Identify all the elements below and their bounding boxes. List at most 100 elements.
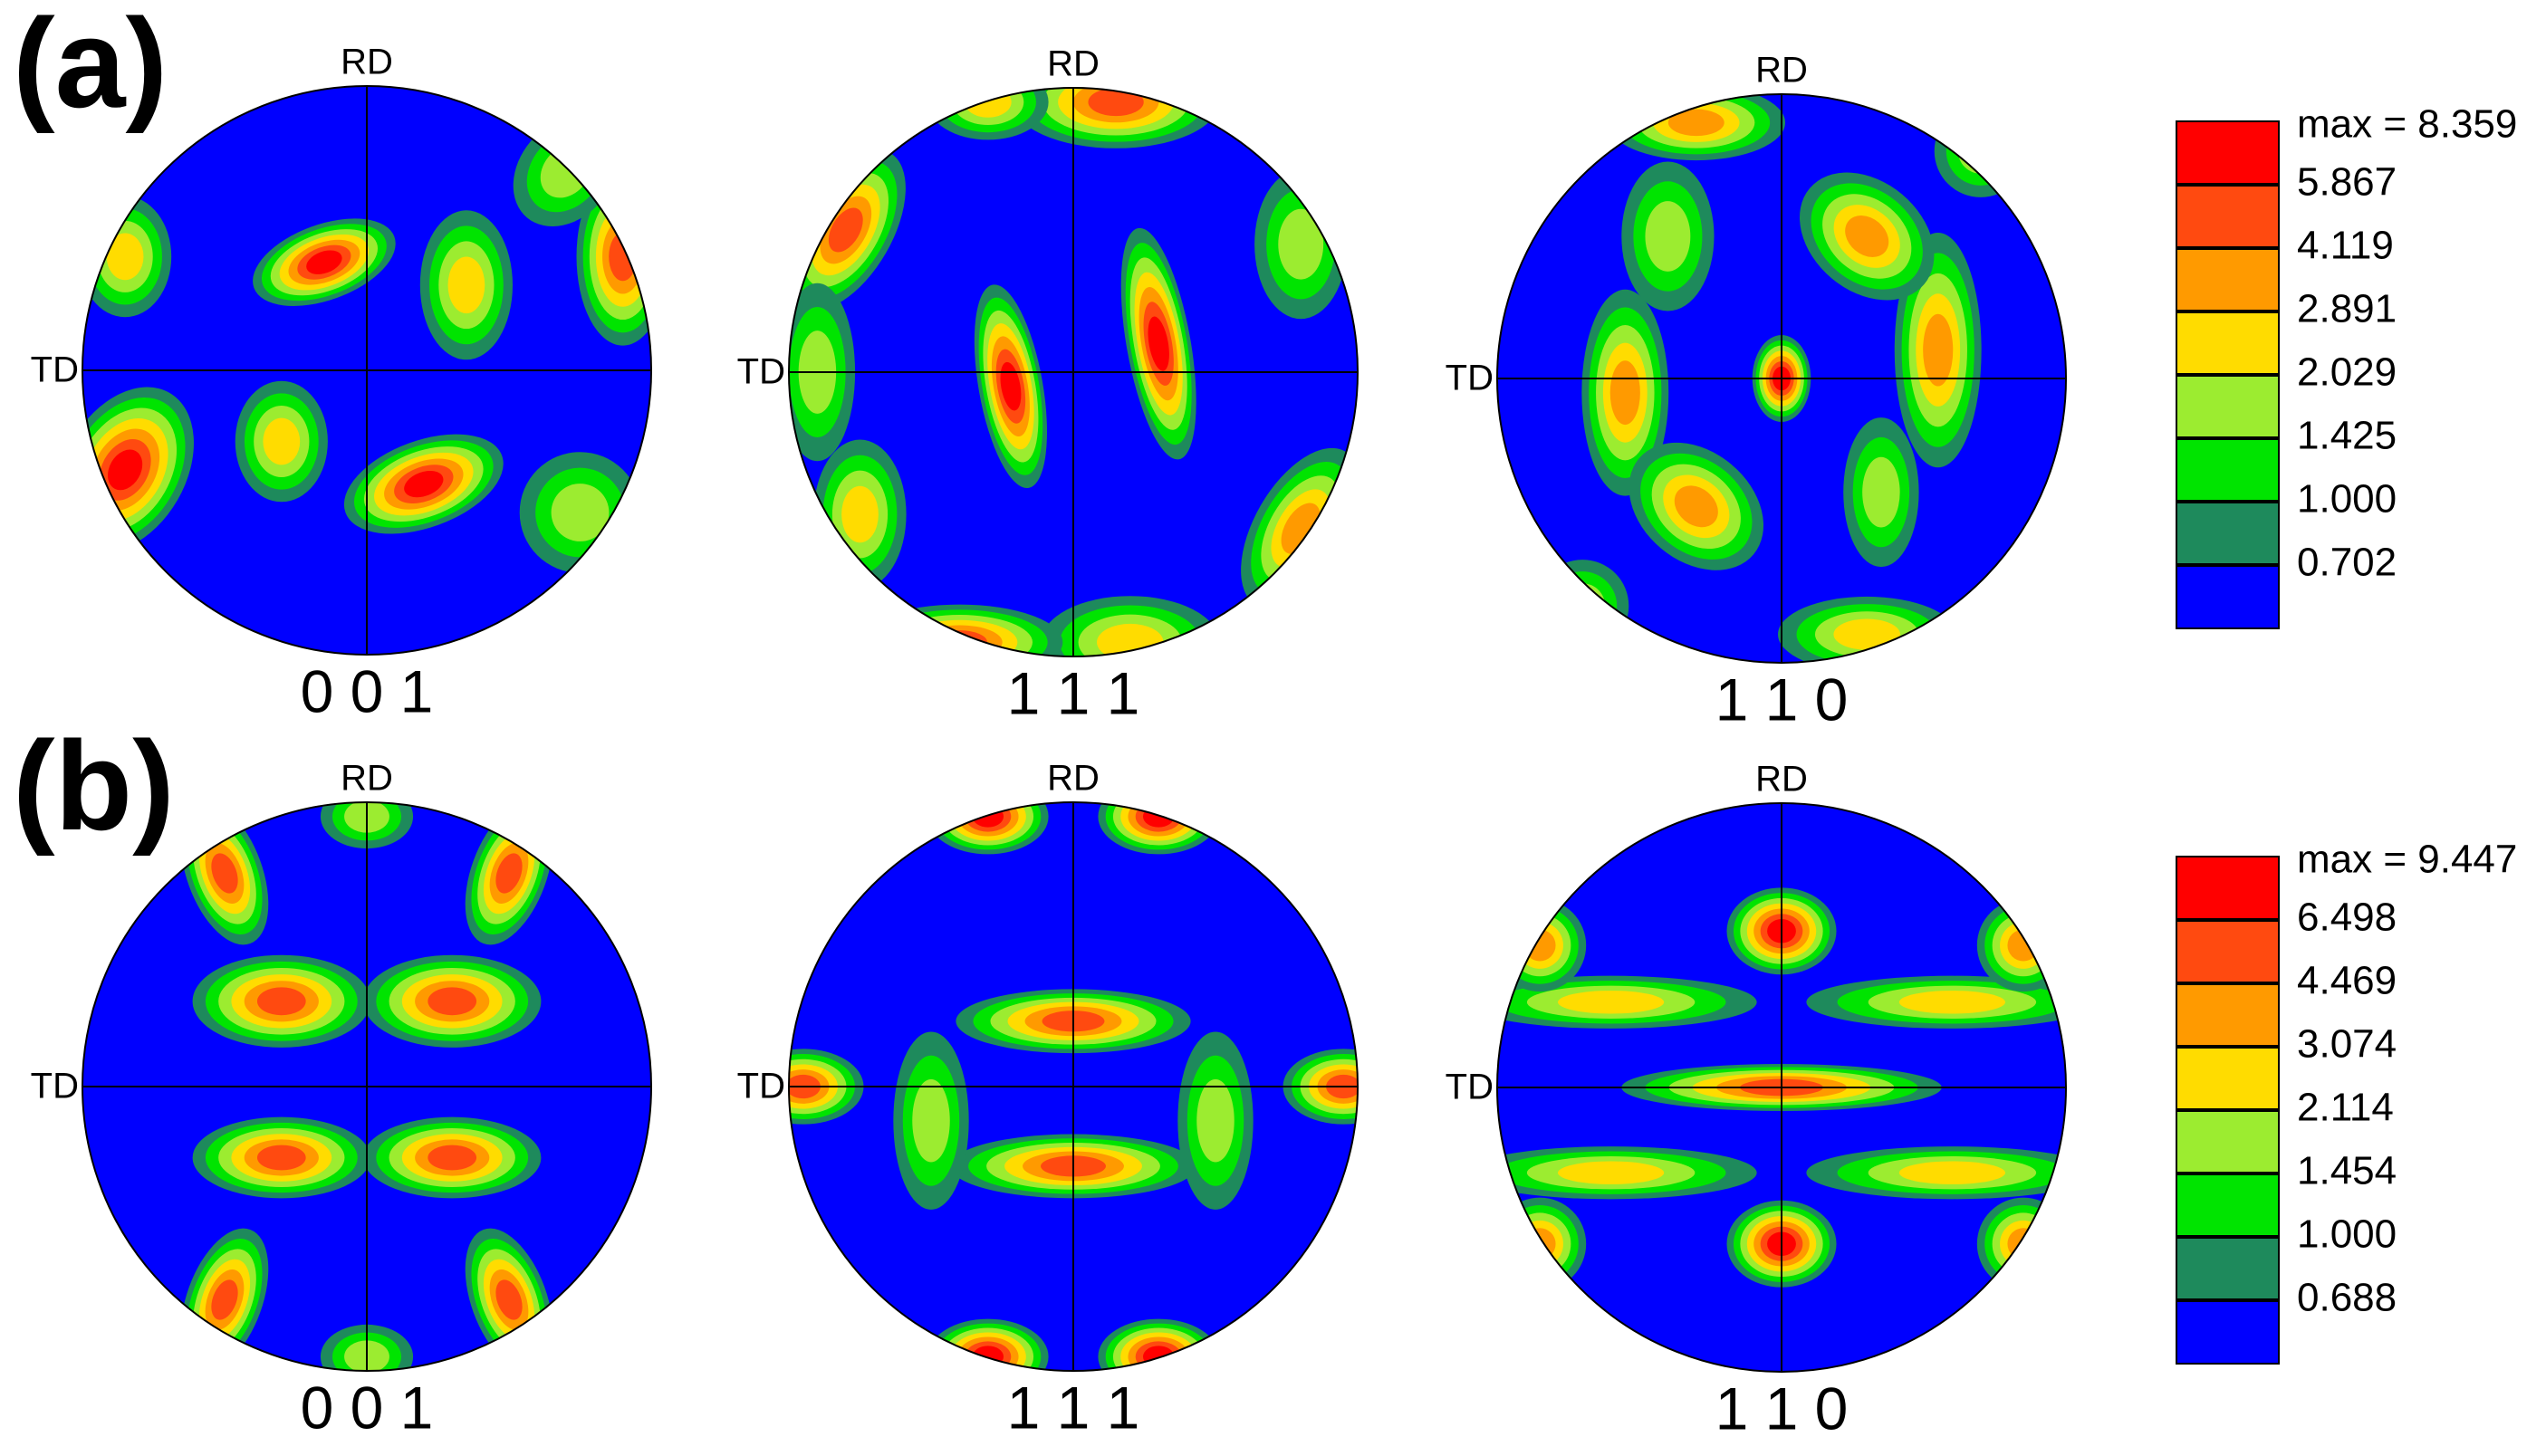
legend-level: 2.029	[2297, 350, 2397, 395]
legend-level: 2.891	[2297, 287, 2397, 331]
legend-level: 1.000	[2297, 1212, 2397, 1257]
figure-title: 1 1 0	[1715, 666, 1849, 733]
contour	[912, 1078, 950, 1163]
pole-figure	[1497, 94, 2066, 663]
legend-swatch	[2176, 375, 2279, 438]
figure-title: 1 1 1	[1007, 1374, 1140, 1441]
legend-level: 1.425	[2297, 414, 2397, 458]
legend-level: 4.119	[2297, 224, 2394, 268]
legend-swatch	[2176, 502, 2279, 565]
contour	[1278, 208, 1324, 280]
contour	[1862, 456, 1900, 528]
contour	[828, 207, 863, 253]
legend-swatch	[2176, 920, 2279, 983]
legend-swatch	[2176, 121, 2279, 185]
contour	[1674, 485, 1718, 528]
contour	[447, 256, 485, 314]
legend-level: 6.498	[2297, 896, 2397, 940]
contour	[495, 1279, 523, 1320]
contour	[1148, 316, 1169, 371]
contour	[1923, 313, 1954, 387]
contour	[108, 449, 143, 491]
contour	[306, 250, 342, 274]
legend-level: 1.000	[2297, 477, 2397, 522]
legend-swatch	[2176, 1300, 2279, 1364]
legend-level: 1.454	[2297, 1149, 2397, 1193]
contour	[972, 1346, 1004, 1368]
contour	[1142, 805, 1175, 828]
contour	[609, 232, 638, 282]
legend-swatch	[2176, 248, 2279, 311]
rd-label: RD	[1755, 760, 1808, 800]
contour	[256, 987, 306, 1016]
contour	[972, 805, 1004, 828]
legend-swatch	[2176, 1110, 2279, 1173]
contour	[551, 484, 610, 541]
contour	[1833, 618, 1900, 650]
legend-level: 4.469	[2297, 959, 2397, 1003]
legend-max: max = 9.447	[2297, 838, 2517, 882]
legend-frame	[2176, 120, 2280, 629]
contour	[495, 853, 523, 894]
contour	[1898, 991, 2006, 1014]
td-label: TD	[1446, 1068, 1494, 1107]
panel-label: (a)	[13, 0, 168, 134]
contour	[263, 417, 301, 465]
legend-swatch	[2176, 565, 2279, 628]
contour	[964, 88, 1012, 118]
rd-label: RD	[1755, 51, 1808, 91]
contour	[931, 630, 988, 655]
contour	[106, 233, 144, 281]
outline	[82, 85, 652, 656]
td-label: TD	[737, 352, 785, 392]
td-label: TD	[31, 350, 79, 390]
contour	[211, 853, 238, 894]
legend-swatch	[2176, 1047, 2279, 1110]
legend-level: 2.114	[2297, 1086, 2394, 1130]
contour	[404, 470, 444, 498]
contour	[1088, 88, 1144, 117]
outline	[788, 87, 1359, 657]
figure-title: 1 1 1	[1007, 659, 1140, 726]
legend-frame	[2176, 856, 2280, 1365]
figure-title: 0 0 1	[301, 657, 434, 724]
contour	[1609, 360, 1640, 426]
pole-figure	[82, 86, 651, 655]
contour	[1557, 991, 1665, 1014]
figure-title: 1 1 0	[1715, 1375, 1849, 1442]
contour	[1645, 201, 1691, 272]
rd-label: RD	[341, 759, 393, 799]
contour	[917, 625, 1003, 656]
contour	[1557, 1161, 1665, 1184]
outline	[788, 801, 1359, 1372]
legend-swatch	[2176, 311, 2279, 375]
contour	[1142, 1346, 1175, 1368]
legend-level: 3.074	[2297, 1022, 2397, 1067]
legend-swatch	[2176, 857, 2279, 920]
rd-label: RD	[1047, 759, 1100, 799]
rd-label: RD	[1047, 44, 1100, 84]
legend-level: 5.867	[2297, 160, 2397, 205]
contour	[256, 1145, 306, 1171]
contour	[1667, 109, 1725, 137]
contour	[211, 1279, 238, 1320]
contour	[1196, 1078, 1235, 1163]
contour	[1560, 583, 1606, 629]
legend-max: max = 8.359	[2297, 102, 2517, 147]
outline	[82, 801, 652, 1372]
td-label: TD	[1446, 359, 1494, 398]
contour	[1957, 128, 2003, 174]
legend-swatch	[2176, 1173, 2279, 1237]
legend-level: 0.688	[2297, 1276, 2397, 1320]
td-label: TD	[737, 1067, 785, 1106]
rd-label: RD	[341, 43, 393, 82]
legend-swatch	[2176, 185, 2279, 248]
outline	[1496, 93, 2067, 664]
contour	[1898, 1161, 2006, 1184]
contour	[428, 1145, 477, 1171]
contour	[1000, 361, 1022, 411]
contour	[841, 485, 879, 543]
legend-swatch	[2176, 1237, 2279, 1300]
outline	[1496, 802, 2067, 1373]
